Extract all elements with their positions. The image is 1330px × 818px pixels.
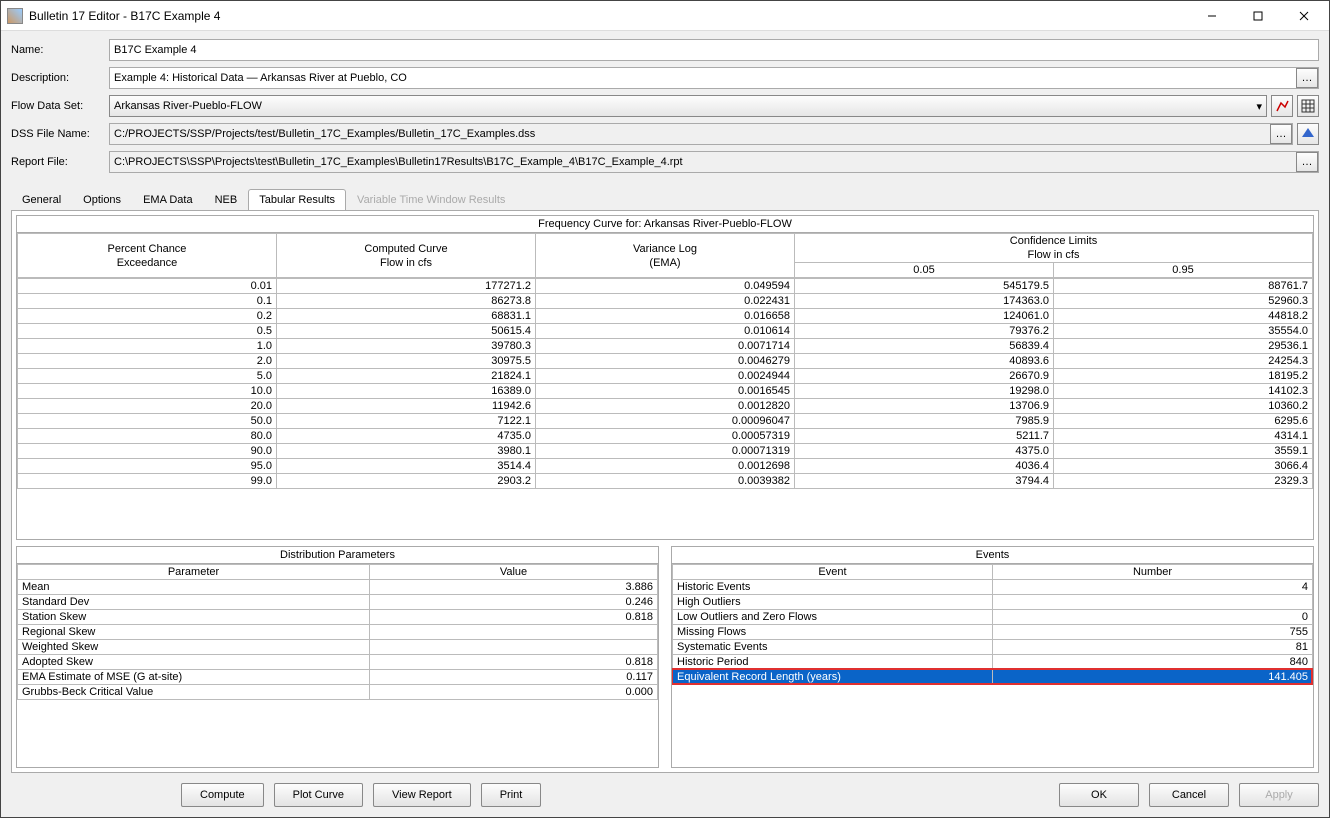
tab-ema-data[interactable]: EMA Data bbox=[132, 189, 204, 210]
col-parameter: Parameter bbox=[18, 565, 370, 580]
frequency-curve-header-table: Percent Chance Exceedance Computed Curve… bbox=[17, 233, 1313, 278]
window-title: Bulletin 17 Editor - B17C Example 4 bbox=[29, 9, 1189, 23]
ok-button[interactable]: OK bbox=[1059, 783, 1139, 807]
close-button[interactable] bbox=[1281, 2, 1327, 30]
plot-curve-button[interactable]: Plot Curve bbox=[274, 783, 363, 807]
tab-neb[interactable]: NEB bbox=[204, 189, 249, 210]
col-conf-05: 0.05 bbox=[795, 263, 1054, 278]
events-panel: Events Event Number Historic Events4High… bbox=[671, 546, 1314, 768]
compute-button[interactable]: Compute bbox=[181, 783, 264, 807]
table-row[interactable]: 2.030975.50.004627940893.624254.3 bbox=[18, 354, 1313, 369]
col-conf-95: 0.95 bbox=[1054, 263, 1313, 278]
chevron-down-icon: ▾ bbox=[1256, 100, 1262, 113]
tab-options[interactable]: Options bbox=[72, 189, 132, 210]
table-row[interactable]: 90.03980.10.000713194375.03559.1 bbox=[18, 444, 1313, 459]
apply-button: Apply bbox=[1239, 783, 1319, 807]
bulletin17-editor-window: Bulletin 17 Editor - B17C Example 4 Name… bbox=[0, 0, 1330, 818]
distribution-parameters-panel: Distribution Parameters Parameter Value … bbox=[16, 546, 659, 768]
name-label: Name: bbox=[11, 44, 109, 56]
table-row[interactable]: 1.039780.30.007171456839.429536.1 bbox=[18, 339, 1313, 354]
table-row[interactable]: Grubbs-Beck Critical Value0.000 bbox=[18, 685, 658, 700]
table-row[interactable]: 50.07122.10.000960477985.96295.6 bbox=[18, 414, 1313, 429]
table-row[interactable]: Regional Skew bbox=[18, 625, 658, 640]
dssfile-label: DSS File Name: bbox=[11, 128, 109, 140]
form-area: Name: B17C Example 4 Description: Exampl… bbox=[1, 31, 1329, 183]
table-row[interactable]: 0.01177271.20.049594545179.588761.7 bbox=[18, 279, 1313, 294]
maximize-button[interactable] bbox=[1235, 2, 1281, 30]
name-input[interactable]: B17C Example 4 bbox=[109, 39, 1319, 61]
distribution-parameters-title: Distribution Parameters bbox=[17, 547, 658, 564]
col-percent-chance-exceedance: Percent Chance Exceedance bbox=[18, 234, 277, 278]
table-row[interactable]: 10.016389.00.001654519298.014102.3 bbox=[18, 384, 1313, 399]
col-confidence-limits: Confidence Limits Flow in cfs bbox=[795, 234, 1313, 263]
tab-general[interactable]: General bbox=[11, 189, 72, 210]
footer: Compute Plot Curve View Report Print OK … bbox=[1, 777, 1329, 817]
table-row[interactable]: 0.268831.10.016658124061.044818.2 bbox=[18, 309, 1313, 324]
minimize-button[interactable] bbox=[1189, 2, 1235, 30]
tab-content: Frequency Curve for: Arkansas River-Pueb… bbox=[11, 210, 1319, 773]
plot-icon-button[interactable] bbox=[1271, 95, 1293, 117]
window-controls bbox=[1189, 2, 1327, 30]
description-label: Description: bbox=[11, 72, 109, 84]
table-row[interactable]: Adopted Skew0.818 bbox=[18, 655, 658, 670]
table-row[interactable]: High Outliers bbox=[673, 595, 1313, 610]
tabs-row: General Options EMA Data NEB Tabular Res… bbox=[1, 189, 1329, 210]
frequency-curve-title: Frequency Curve for: Arkansas River-Pueb… bbox=[17, 216, 1313, 233]
table-row[interactable]: Weighted Skew bbox=[18, 640, 658, 655]
print-button[interactable]: Print bbox=[481, 783, 542, 807]
table-row[interactable]: Standard Dev0.246 bbox=[18, 595, 658, 610]
table-row[interactable]: 95.03514.40.00126984036.43066.4 bbox=[18, 459, 1313, 474]
bottom-panels: Distribution Parameters Parameter Value … bbox=[16, 546, 1314, 768]
table-row[interactable]: Historic Events4 bbox=[673, 580, 1313, 595]
table-row[interactable]: 99.02903.20.00393823794.42329.3 bbox=[18, 474, 1313, 489]
col-number: Number bbox=[993, 565, 1313, 580]
description-input[interactable]: Example 4: Historical Data — Arkansas Ri… bbox=[109, 67, 1319, 89]
table-row[interactable]: 5.021824.10.002494426670.918195.2 bbox=[18, 369, 1313, 384]
frequency-curve-body[interactable]: 0.01177271.20.049594545179.588761.70.186… bbox=[17, 278, 1313, 489]
col-event: Event bbox=[673, 565, 993, 580]
cancel-button[interactable]: Cancel bbox=[1149, 783, 1229, 807]
table-row[interactable]: Missing Flows755 bbox=[673, 625, 1313, 640]
flowdata-label: Flow Data Set: bbox=[11, 100, 109, 112]
table-row[interactable]: 0.550615.40.01061479376.235554.0 bbox=[18, 324, 1313, 339]
table-icon-button[interactable] bbox=[1297, 95, 1319, 117]
table-row[interactable]: 80.04735.00.000573195211.74314.1 bbox=[18, 429, 1313, 444]
table-row[interactable]: Equivalent Record Length (years)141.405 bbox=[673, 670, 1313, 685]
view-report-button[interactable]: View Report bbox=[373, 783, 471, 807]
dssfile-value: C:/PROJECTS/SSP/Projects/test/Bulletin_1… bbox=[114, 128, 1270, 140]
flowdata-value: Arkansas River-Pueblo-FLOW bbox=[114, 100, 262, 112]
reportfile-value: C:\PROJECTS\SSP\Projects\test\Bulletin_1… bbox=[114, 156, 1296, 168]
titlebar: Bulletin 17 Editor - B17C Example 4 bbox=[1, 1, 1329, 31]
reportfile-label: Report File: bbox=[11, 156, 109, 168]
events-title: Events bbox=[672, 547, 1313, 564]
name-value: B17C Example 4 bbox=[114, 44, 197, 56]
tab-tabular-results[interactable]: Tabular Results bbox=[248, 189, 346, 210]
frequency-curve-panel: Frequency Curve for: Arkansas River-Pueb… bbox=[16, 215, 1314, 540]
description-value: Example 4: Historical Data — Arkansas Ri… bbox=[114, 72, 1296, 84]
dssfile-input: C:/PROJECTS/SSP/Projects/test/Bulletin_1… bbox=[109, 123, 1293, 145]
col-value: Value bbox=[370, 565, 658, 580]
flowdata-select[interactable]: Arkansas River-Pueblo-FLOW ▾ bbox=[109, 95, 1267, 117]
table-row[interactable]: 0.186273.80.022431174363.052960.3 bbox=[18, 294, 1313, 309]
reportfile-browse-button[interactable]: … bbox=[1296, 152, 1318, 172]
table-row[interactable]: Low Outliers and Zero Flows0 bbox=[673, 610, 1313, 625]
reportfile-input: C:\PROJECTS\SSP\Projects\test\Bulletin_1… bbox=[109, 151, 1319, 173]
distribution-parameters-table: Parameter Value Mean3.886Standard Dev0.2… bbox=[17, 564, 658, 700]
dss-icon-button[interactable] bbox=[1297, 123, 1319, 145]
col-computed-curve: Computed Curve Flow in cfs bbox=[277, 234, 536, 278]
dssfile-browse-button[interactable]: … bbox=[1270, 124, 1292, 144]
table-row[interactable]: Historic Period840 bbox=[673, 655, 1313, 670]
tab-variable-time-window: Variable Time Window Results bbox=[346, 189, 516, 210]
frequency-curve-table: 0.01177271.20.049594545179.588761.70.186… bbox=[17, 278, 1313, 489]
events-table: Event Number Historic Events4High Outlie… bbox=[672, 564, 1313, 685]
description-expand-button[interactable]: … bbox=[1296, 68, 1318, 88]
table-row[interactable]: EMA Estimate of MSE (G at-site)0.117 bbox=[18, 670, 658, 685]
app-icon bbox=[7, 8, 23, 24]
table-row[interactable]: Mean3.886 bbox=[18, 580, 658, 595]
table-row[interactable]: Systematic Events81 bbox=[673, 640, 1313, 655]
table-row[interactable]: 20.011942.60.001282013706.910360.2 bbox=[18, 399, 1313, 414]
table-row[interactable]: Station Skew0.818 bbox=[18, 610, 658, 625]
col-variance-log: Variance Log (EMA) bbox=[536, 234, 795, 278]
frequency-curve-spacer bbox=[17, 489, 1313, 539]
